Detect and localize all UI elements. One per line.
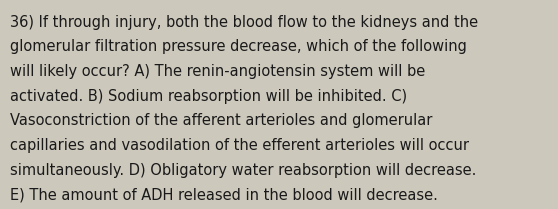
Text: activated. B) Sodium reabsorption will be inhibited. C): activated. B) Sodium reabsorption will b… <box>10 89 407 104</box>
Text: glomerular filtration pressure decrease, which of the following: glomerular filtration pressure decrease,… <box>10 39 467 54</box>
Text: 36) If through injury, both the blood flow to the kidneys and the: 36) If through injury, both the blood fl… <box>10 15 478 30</box>
Text: E) The amount of ADH released in the blood will decrease.: E) The amount of ADH released in the blo… <box>10 187 438 202</box>
Text: will likely occur? A) The renin-angiotensin system will be: will likely occur? A) The renin-angioten… <box>10 64 425 79</box>
Text: capillaries and vasodilation of the efferent arterioles will occur: capillaries and vasodilation of the effe… <box>10 138 469 153</box>
Text: simultaneously. D) Obligatory water reabsorption will decrease.: simultaneously. D) Obligatory water reab… <box>10 163 477 178</box>
Text: Vasoconstriction of the afferent arterioles and glomerular: Vasoconstriction of the afferent arterio… <box>10 113 432 128</box>
